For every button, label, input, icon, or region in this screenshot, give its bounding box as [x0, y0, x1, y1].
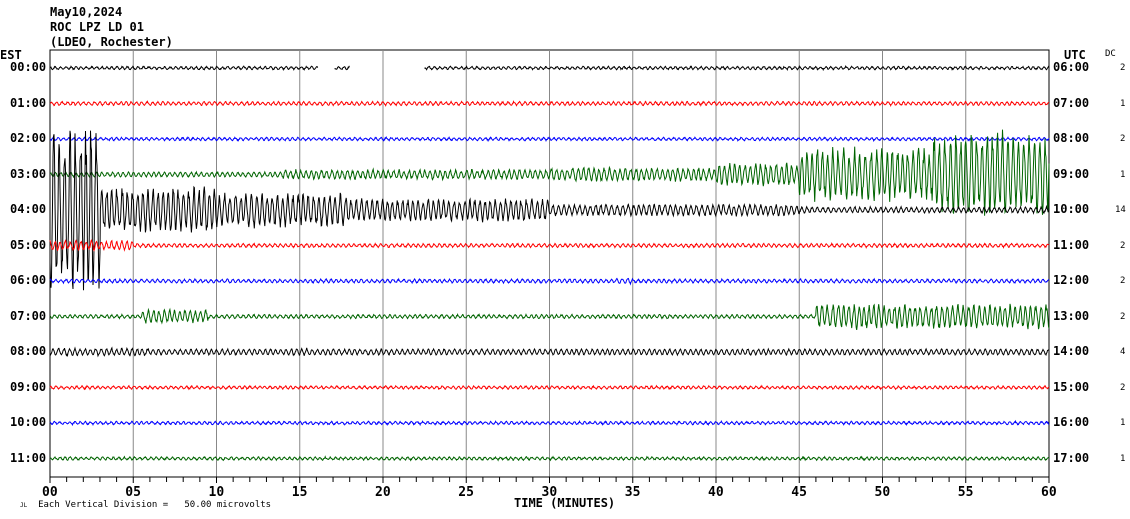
utc-time-label: 07:00	[1053, 95, 1090, 110]
utc-time-label: 14:00	[1053, 344, 1090, 358]
est-time-label: 11:00	[10, 450, 47, 465]
scale-text: Each Vertical Division = 50.00 microvolt…	[38, 500, 272, 510]
x-tick-label: 40	[708, 485, 724, 500]
dc-offset-label: 1	[1120, 453, 1126, 464]
trace-0100	[49, 100, 1050, 107]
utc-time-label: 13:00	[1053, 308, 1090, 323]
utc-time-label: 15:00	[1053, 379, 1090, 394]
utc-time-label: 09:00	[1053, 166, 1090, 181]
x-tick-label: 10	[208, 485, 225, 500]
trace-1100	[49, 455, 1050, 462]
network-label: (LDEO, Rochester)	[50, 35, 173, 49]
x-axis-label: TIME (MINUTES)	[514, 496, 616, 510]
dc-offset-label: 1	[1120, 418, 1126, 428]
utc-time-label: 08:00	[1053, 131, 1090, 145]
est-time-label: 02:00	[10, 131, 47, 145]
utc-time-label: 10:00	[1053, 202, 1090, 216]
est-time-label: 09:00	[10, 379, 47, 394]
est-time-label: 03:00	[10, 166, 47, 181]
utc-time-label: 12:00	[1053, 273, 1090, 287]
trace-0400	[49, 130, 1050, 291]
utc-time-label: 17:00	[1053, 450, 1090, 465]
utc-time-label: 06:00	[1053, 60, 1090, 74]
trace-0700	[49, 303, 1050, 331]
est-time-label: 06:00	[10, 273, 47, 287]
utc-time-label: 11:00	[1053, 237, 1090, 252]
date-label: May10,2024	[50, 5, 123, 19]
x-tick-label: 35	[624, 485, 641, 500]
trace-0200	[49, 135, 1050, 143]
est-time-label: 00:00	[10, 60, 47, 74]
est-time-label: 04:00	[10, 202, 47, 216]
x-tick-label: 60	[1041, 485, 1057, 500]
est-time-label: 07:00	[10, 308, 47, 323]
dc-offset-label: 4	[1120, 347, 1126, 357]
scale-note: JL Each Vertical Division = 50.00 microv…	[20, 500, 271, 510]
dc-offset-label: 1	[1120, 98, 1126, 109]
trace-0800	[49, 346, 1050, 358]
trace-0000	[49, 64, 1050, 72]
dc-offset-label: 2	[1120, 276, 1126, 286]
dc-offset-label: 2	[1120, 382, 1126, 393]
x-tick-label: 15	[291, 485, 308, 500]
dc-offset-label: 14	[1115, 205, 1126, 215]
trace-0900	[49, 384, 1050, 391]
x-tick-label: 00	[42, 485, 58, 500]
dc-title: DC	[1105, 49, 1116, 59]
utc-time-label: 16:00	[1053, 415, 1090, 429]
trace-0500	[49, 239, 1050, 252]
dc-offset-label: 1	[1120, 169, 1126, 180]
station-label: ROC LPZ LD 01	[50, 20, 144, 34]
footer-mark: JL	[20, 502, 28, 509]
trace-0300	[49, 129, 1050, 216]
est-time-label: 05:00	[10, 237, 47, 252]
est-time-label: 10:00	[10, 415, 47, 429]
est-time-label: 01:00	[10, 95, 47, 110]
dc-offset-label: 2	[1120, 311, 1126, 322]
x-tick-label: 55	[957, 485, 974, 500]
dc-offset-label: 2	[1120, 134, 1126, 144]
x-tick-label: 05	[125, 485, 141, 500]
est-time-label: 08:00	[10, 344, 47, 358]
x-tick-label: 30	[541, 485, 558, 500]
trace-1000	[49, 419, 1050, 427]
x-tick-label: 50	[874, 485, 891, 500]
dc-offset-label: 2	[1120, 240, 1126, 251]
utc-axis-title: UTC	[1064, 48, 1086, 62]
dc-offset-label: 2	[1120, 63, 1126, 73]
x-tick-label: 45	[791, 485, 807, 500]
est-axis-title: EST	[0, 48, 22, 62]
x-tick-label: 25	[458, 485, 474, 500]
x-tick-label: 20	[375, 485, 391, 500]
trace-0600	[49, 277, 1050, 286]
